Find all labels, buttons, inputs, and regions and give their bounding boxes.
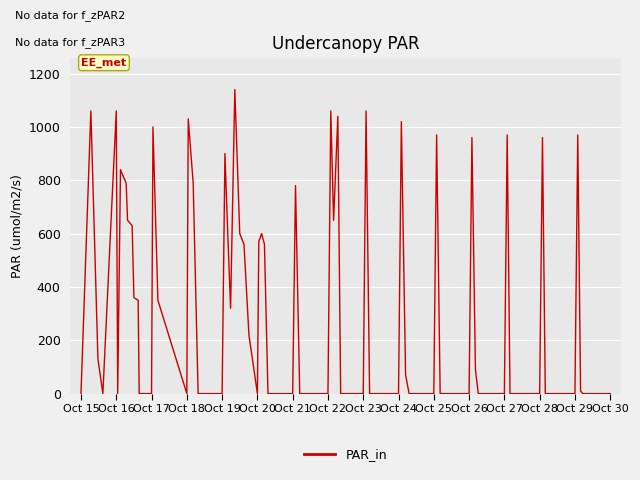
Legend: PAR_in: PAR_in: [299, 444, 392, 467]
Y-axis label: PAR (umol/m2/s): PAR (umol/m2/s): [10, 174, 23, 277]
Text: EE_met: EE_met: [81, 58, 127, 68]
Text: No data for f_zPAR2: No data for f_zPAR2: [15, 11, 125, 22]
Title: Undercanopy PAR: Undercanopy PAR: [272, 35, 419, 53]
Text: No data for f_zPAR3: No data for f_zPAR3: [15, 37, 125, 48]
